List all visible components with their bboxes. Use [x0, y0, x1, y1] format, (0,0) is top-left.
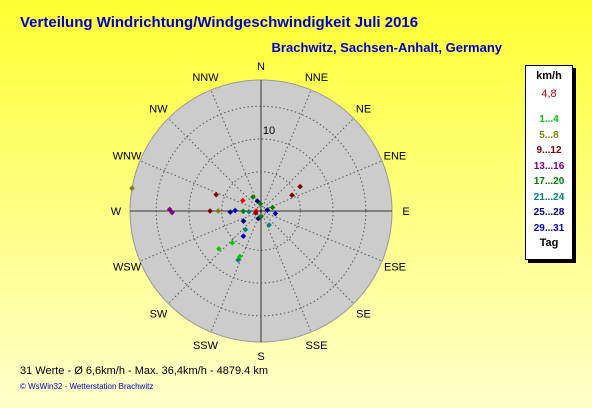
- rose-spoke: [260, 210, 312, 333]
- data-point: [289, 192, 295, 199]
- rose-spoke: [260, 210, 354, 304]
- data-point: [264, 207, 271, 213]
- chart-subtitle: Brachwitz, Sachsen-Anhalt, Germany: [271, 40, 502, 55]
- direction-label: N: [257, 61, 265, 73]
- data-point: [242, 226, 249, 233]
- rose-spoke: [139, 210, 262, 262]
- data-point: [216, 246, 222, 252]
- data-point: [169, 209, 175, 216]
- data-point: [240, 233, 247, 239]
- direction-label: NNE: [305, 72, 328, 84]
- direction-label: SE: [356, 309, 371, 321]
- direction-label: S: [257, 351, 264, 363]
- legend-unit: km/h: [536, 70, 562, 82]
- data-point: [240, 218, 247, 224]
- direction-label: ENE: [384, 151, 407, 163]
- data-point: [213, 191, 219, 198]
- legend-item: 9...12: [536, 145, 562, 156]
- data-point: [215, 208, 221, 214]
- direction-label: WSW: [113, 261, 142, 273]
- rose-spoke: [139, 160, 262, 212]
- legend-item: 1...4: [539, 114, 559, 125]
- rose-spoke: [260, 118, 354, 212]
- data-point: [232, 207, 238, 214]
- data-point: [297, 183, 303, 190]
- legend-item: 17...20: [533, 176, 565, 187]
- radial-tick-label: 10: [263, 125, 275, 137]
- direction-label: SW: [150, 309, 168, 321]
- rose-spoke: [210, 210, 262, 333]
- direction-label: SSW: [193, 340, 219, 352]
- legend-value: 4,8: [541, 88, 557, 100]
- direction-label: W: [111, 206, 122, 218]
- legend-tag: Tag: [539, 237, 559, 249]
- data-point: [252, 210, 259, 216]
- direction-label: SSE: [305, 340, 327, 352]
- direction-label: E: [402, 206, 409, 218]
- data-point: [255, 215, 262, 222]
- rose-spoke: [260, 160, 383, 212]
- direction-label: ESE: [384, 261, 406, 273]
- rose-spoke: [168, 118, 262, 212]
- legend-item: 5...8: [539, 129, 559, 141]
- data-point: [254, 198, 261, 204]
- data-point: [266, 222, 272, 228]
- data-point: [237, 253, 243, 260]
- data-point: [235, 257, 241, 263]
- data-point: [246, 208, 252, 215]
- data-point: [250, 194, 256, 200]
- direction-label: NNW: [192, 72, 219, 84]
- rose-spoke: [260, 210, 383, 262]
- rose-spoke: [260, 89, 312, 212]
- data-point: [240, 208, 247, 215]
- legend-item: 29...31: [533, 222, 565, 234]
- direction-label: WNW: [113, 151, 142, 163]
- legend-item: 21...24: [533, 191, 565, 203]
- rose-spoke: [210, 89, 262, 212]
- data-point: [166, 206, 173, 213]
- data-point: [257, 200, 264, 207]
- data-point: [227, 209, 234, 215]
- rose-spoke: [168, 210, 262, 304]
- data-point: [129, 185, 135, 192]
- legend-list: 1...4 5...8 9...12 13...16 17...20 21...…: [526, 112, 572, 252]
- data-point: [239, 197, 246, 204]
- data-point: [272, 210, 279, 217]
- direction-label: NW: [149, 103, 168, 115]
- stats-line: 31 Werte - Ø 6,6km/h - Max. 36,4km/h - 4…: [20, 365, 268, 377]
- data-point: [269, 204, 276, 211]
- footer-credit: © WsWin32 - Wetterstation Brachwitz: [20, 382, 154, 391]
- data-point: [207, 208, 213, 214]
- direction-label: NE: [356, 103, 371, 115]
- legend-item: 25...28: [533, 207, 565, 218]
- legend-item: 13...16: [533, 160, 565, 172]
- chart-title: Verteilung Windrichtung/Windgeschwindigk…: [20, 14, 419, 31]
- legend: km/h 4,8 1...4 5...8 9...12 13...16 17..…: [525, 65, 573, 260]
- data-point: [229, 240, 236, 246]
- data-point: [258, 213, 264, 220]
